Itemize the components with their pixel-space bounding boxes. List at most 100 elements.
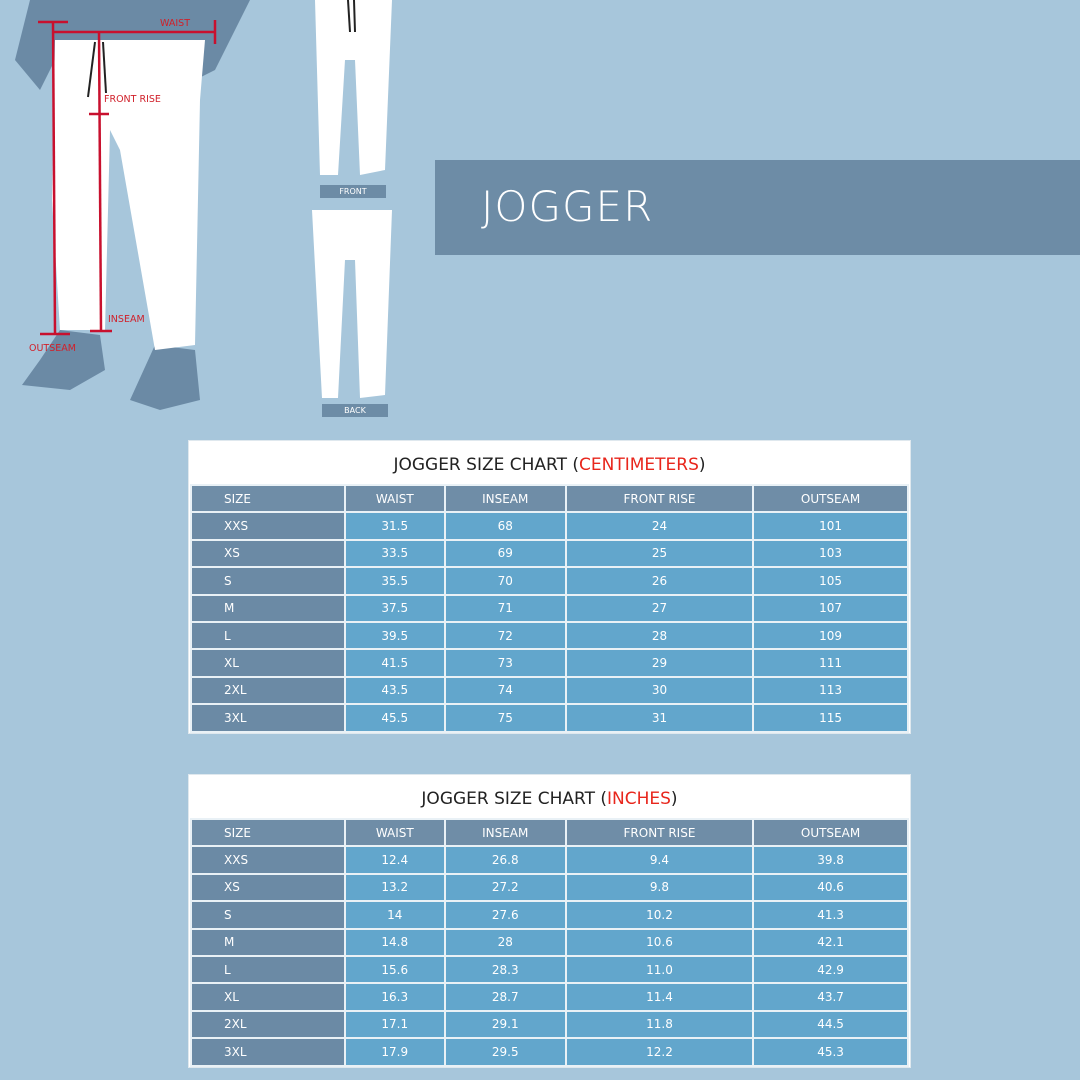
cell: 40.6 [754,874,907,901]
cell: 42.1 [754,929,907,955]
cell: 43.5 [345,677,444,704]
cell: 29 [566,650,753,676]
cell: 13.2 [345,874,444,901]
size-cell: XS [192,540,344,567]
cell: 74 [445,677,565,704]
table-row: S 35.5 70 26 105 [192,568,907,594]
size-cell: XL [192,650,344,676]
column-header: SIZE [192,486,344,512]
chart-title: JOGGER SIZE CHART (CENTIMETERS) [393,455,706,475]
size-cell: 3XL [192,1039,344,1065]
cell: 28.3 [445,956,565,983]
size-table: SIZE WAIST INSEAM FRONT RISE OUTSEAM XXS 31.5 6… [190,484,909,733]
cell: 39.5 [345,622,444,649]
column-header: WAIST [345,486,444,512]
size-cell: M [192,929,344,955]
cell: 71 [445,595,565,621]
table-row: XS 13.2 27.2 9.8 40.6 [192,874,907,901]
cell: 109 [754,622,907,649]
cell: 17.1 [345,1011,444,1038]
cell: 72 [445,622,565,649]
size-cell: S [192,902,344,928]
unit-label: INCHES [607,789,671,809]
cell: 11.8 [566,1011,753,1038]
table-row: XL 41.5 73 29 111 [192,650,907,676]
cell: 115 [754,705,907,731]
cell: 105 [754,568,907,594]
cell: 26.8 [445,847,565,873]
unit-label: CENTIMETERS [579,455,699,475]
front-tag: FRONT [320,185,386,198]
header-row: SIZE WAIST INSEAM FRONT RISE OUTSEAM [192,820,907,846]
cell: 28 [445,929,565,955]
jogger-front-on-model [52,0,392,398]
size-chart-inches: JOGGER SIZE CHART (INCHES) SIZE WAIST INSEA… [188,774,911,1068]
table-row: L 15.6 28.3 11.0 42.9 [192,956,907,983]
cell: 27 [566,595,753,621]
size-cell: M [192,595,344,621]
cell: 39.8 [754,847,907,873]
cell: 103 [754,540,907,567]
size-cell: XXS [192,847,344,873]
jogger-measurement-illustration [15,0,392,410]
page-title: JOGGER [481,182,654,231]
cell: 73 [445,650,565,676]
size-cell: L [192,956,344,983]
table-row: XL 16.3 28.7 11.4 43.7 [192,984,907,1010]
cell: 31 [566,705,753,731]
size-table: SIZE WAIST INSEAM FRONT RISE OUTSEAM XXS 12.4 2… [190,818,909,1067]
cell: 31.5 [345,513,444,539]
cell: 26 [566,568,753,594]
column-header: FRONT RISE [566,486,753,512]
table-row: 3XL 17.9 29.5 12.2 45.3 [192,1039,907,1065]
cell: 43.7 [754,984,907,1010]
waist-label: WAIST [160,18,191,29]
column-header: SIZE [192,820,344,846]
measurement-lines [38,20,217,336]
inseam-label: INSEAM [108,314,145,325]
title-band: JOGGER [435,160,1080,255]
table-row: M 14.8 28 10.6 42.1 [192,929,907,955]
cell: 113 [754,677,907,704]
cell: 41.3 [754,902,907,928]
cell: 9.4 [566,847,753,873]
cell: 111 [754,650,907,676]
cell: 11.4 [566,984,753,1010]
size-chart-centimeters: JOGGER SIZE CHART (CENTIMETERS) SIZE WAIST… [188,440,911,734]
column-header: FRONT RISE [566,820,753,846]
cell: 10.2 [566,902,753,928]
cell: 41.5 [345,650,444,676]
size-cell: 2XL [192,1011,344,1038]
cell: 70 [445,568,565,594]
cell: 10.6 [566,929,753,955]
table-row: M 37.5 71 27 107 [192,595,907,621]
cell: 27.2 [445,874,565,901]
column-header: INSEAM [445,486,565,512]
cell: 45.3 [754,1039,907,1065]
cell: 33.5 [345,540,444,567]
cell: 37.5 [345,595,444,621]
front-rise-label: FRONT RISE [104,94,161,105]
cell: 17.9 [345,1039,444,1065]
cell: 69 [445,540,565,567]
cell: 14.8 [345,929,444,955]
cell: 107 [754,595,907,621]
cell: 25 [566,540,753,567]
table-row: XXS 12.4 26.8 9.4 39.8 [192,847,907,873]
cell: 42.9 [754,956,907,983]
cell: 101 [754,513,907,539]
cell: 28 [566,622,753,649]
size-cell: XS [192,874,344,901]
cell: 11.0 [566,956,753,983]
size-cell: S [192,568,344,594]
cell: 9.8 [566,874,753,901]
cell: 15.6 [345,956,444,983]
column-header: OUTSEAM [754,486,907,512]
cell: 45.5 [345,705,444,731]
cell: 27.6 [445,902,565,928]
cell: 16.3 [345,984,444,1010]
cell: 44.5 [754,1011,907,1038]
table-row: XXS 31.5 68 24 101 [192,513,907,539]
table-row: L 39.5 72 28 109 [192,622,907,649]
cell: 30 [566,677,753,704]
